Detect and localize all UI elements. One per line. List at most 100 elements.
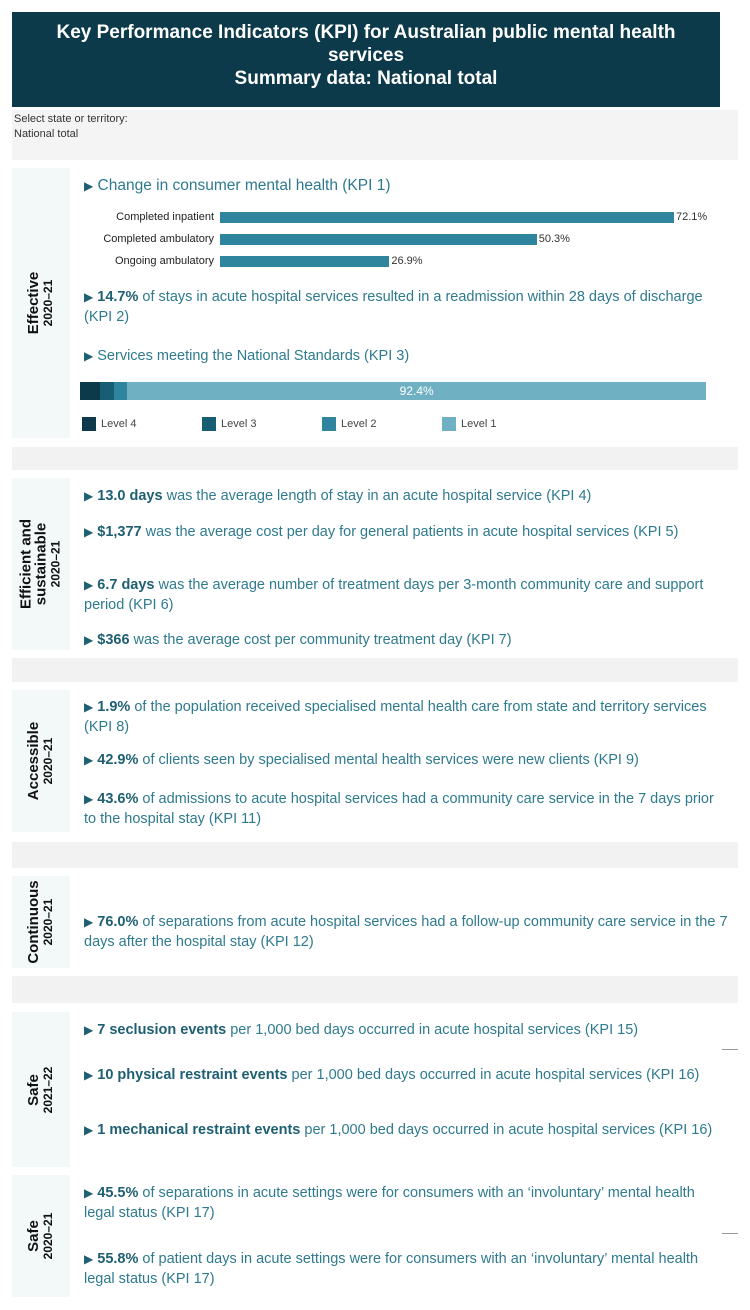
kpi-item: ▶ 42.9% of clients seen by specialised m… bbox=[84, 750, 724, 770]
legend-label: Level 1 bbox=[461, 417, 497, 430]
triangle-icon: ▶ bbox=[84, 1252, 94, 1266]
legend-item: Level 3 bbox=[202, 417, 256, 431]
kpi1-title: ▶ Change in consumer mental health (KPI … bbox=[84, 177, 391, 194]
divider bbox=[12, 447, 738, 470]
section-title: Safe bbox=[25, 1220, 42, 1252]
kpi-item: ▶ 55.8% of patient days in acute setting… bbox=[84, 1249, 724, 1289]
legend-swatch bbox=[442, 417, 456, 431]
section-year: 2020–21 bbox=[48, 540, 63, 588]
stacked-segment bbox=[80, 382, 101, 400]
kpi-item: ▶ 7 seclusion events per 1,000 bed days … bbox=[84, 1020, 724, 1040]
bar-label: Ongoing ambulatory bbox=[114, 255, 214, 267]
kpi-value: 76.0% bbox=[97, 914, 139, 930]
triangle-icon: ▶ bbox=[84, 1186, 94, 1200]
page-subtitle: Summary data: National total bbox=[234, 68, 498, 89]
section-year: 2020–21 bbox=[41, 1212, 55, 1260]
divider-tick bbox=[722, 1233, 738, 1234]
kpi-item: ▶ 6.7 days was the average number of tre… bbox=[84, 575, 724, 615]
triangle-icon: ▶ bbox=[84, 915, 94, 929]
legend-item: Level 4 bbox=[82, 417, 136, 431]
efficient-label: Efficient and sustainable 2020–21 bbox=[12, 478, 70, 650]
section-year: 2020–21 bbox=[41, 737, 55, 785]
kpi-value: 6.7 days bbox=[97, 577, 155, 593]
kpi-item: ▶ 10 physical restraint events per 1,000… bbox=[84, 1065, 724, 1085]
triangle-icon: ▶ bbox=[84, 290, 94, 304]
triangle-icon: ▶ bbox=[84, 525, 94, 539]
bar-value: 72.1% bbox=[676, 211, 708, 223]
triangle-icon: ▶ bbox=[84, 578, 94, 592]
bar-label: Completed inpatient bbox=[116, 211, 214, 223]
kpi-value: 43.6% bbox=[97, 791, 139, 807]
stacked-segment bbox=[113, 382, 127, 400]
kpi-description: per 1,000 bed days occurred in acute hos… bbox=[300, 1122, 713, 1138]
filter-value[interactable]: National total bbox=[14, 128, 79, 140]
section-year: 2020–21 bbox=[41, 279, 55, 327]
kpi-description: was the average cost per community treat… bbox=[129, 632, 512, 648]
continuous-label: Continuous 2020–21 bbox=[12, 876, 70, 968]
divider-tick bbox=[722, 1049, 738, 1050]
kpi-value: 1 mechanical restraint events bbox=[97, 1122, 301, 1138]
kpi-value: 10 physical restraint events bbox=[97, 1067, 288, 1083]
safe-2021-label: Safe 2021–22 bbox=[12, 1012, 70, 1167]
legend-label: Level 4 bbox=[101, 417, 137, 430]
kpi-description: was the average number of treatment days… bbox=[84, 577, 704, 613]
legend-swatch bbox=[322, 417, 336, 431]
bar bbox=[220, 234, 537, 245]
bar-label: Completed ambulatory bbox=[103, 233, 214, 245]
kpi-description: was the average length of stay in an acu… bbox=[162, 488, 592, 504]
section-title: Effective bbox=[25, 271, 42, 335]
legend-swatch bbox=[82, 417, 96, 431]
kpi-description: of clients seen by specialised mental he… bbox=[138, 752, 639, 768]
section-title: Continuous bbox=[25, 880, 42, 964]
kpi-value: $1,377 bbox=[97, 524, 142, 540]
kpi-value: 42.9% bbox=[97, 752, 139, 768]
kpi-item: ▶ 76.0% of separations from acute hospit… bbox=[84, 912, 744, 952]
legend-item: Level 2 bbox=[322, 417, 376, 431]
stacked-segment bbox=[100, 382, 114, 400]
triangle-icon: ▶ bbox=[84, 633, 94, 647]
triangle-icon: ▶ bbox=[84, 753, 94, 767]
kpi-description: of admissions to acute hospital services… bbox=[84, 791, 714, 827]
section-title: Efficient and sustainable bbox=[17, 519, 50, 610]
bar bbox=[220, 212, 674, 223]
page-header: Key Performance Indicators (KPI) for Aus… bbox=[12, 12, 720, 107]
bar-value: 26.9% bbox=[391, 255, 423, 267]
triangle-icon: ▶ bbox=[84, 700, 94, 714]
kpi-item: ▶ 1.9% of the population received specia… bbox=[84, 697, 724, 737]
triangle-icon: ▶ bbox=[84, 489, 94, 503]
kpi-description: of the population received specialised m… bbox=[84, 699, 707, 735]
kpi-value: 13.0 days bbox=[97, 488, 163, 504]
legend-item: Level 1 bbox=[442, 417, 496, 431]
kpi-item: ▶ $1,377 was the average cost per day fo… bbox=[84, 522, 724, 542]
kpi-value: 1.9% bbox=[97, 699, 131, 715]
accessible-label: Accessible 2020–21 bbox=[12, 690, 70, 832]
effective-label: Effective 2020–21 bbox=[12, 168, 70, 438]
divider bbox=[12, 842, 738, 868]
kpi3-title: ▶ Services meeting the National Standard… bbox=[84, 348, 410, 364]
kpi-description: per 1,000 bed days occurred in acute hos… bbox=[287, 1067, 700, 1083]
triangle-icon: ▶ bbox=[84, 792, 94, 806]
stacked-segment: 92.4% bbox=[127, 382, 707, 400]
kpi-value: 45.5% bbox=[97, 1185, 139, 1201]
triangle-icon: ▶ bbox=[84, 349, 94, 363]
safe-2020-label: Safe 2020–21 bbox=[12, 1175, 70, 1297]
triangle-icon: ▶ bbox=[84, 1023, 94, 1037]
bar bbox=[220, 256, 390, 267]
legend-swatch bbox=[202, 417, 216, 431]
divider bbox=[12, 658, 738, 682]
legend-label: Level 2 bbox=[341, 417, 377, 430]
kpi-description: per 1,000 bed days occurred in acute hos… bbox=[226, 1022, 639, 1038]
kpi-item: ▶ $366 was the average cost per communit… bbox=[84, 630, 724, 650]
state-filter[interactable]: Select state or territory: National tota… bbox=[12, 110, 738, 160]
kpi-description: of separations in acute settings were fo… bbox=[84, 1185, 695, 1221]
kpi-item: ▶ 45.5% of separations in acute settings… bbox=[84, 1183, 724, 1223]
filter-label: Select state or territory: bbox=[14, 113, 128, 125]
section-year: 2021–22 bbox=[41, 1066, 55, 1113]
kpi-description: was the average cost per day for general… bbox=[141, 524, 679, 540]
kpi-value: $366 bbox=[97, 632, 130, 648]
section-title: Accessible bbox=[25, 721, 42, 801]
section-year: 2020–21 bbox=[41, 898, 55, 946]
page-title: Key Performance Indicators (KPI) for Aus… bbox=[56, 22, 676, 66]
kpi-description: of patient days in acute settings were f… bbox=[84, 1251, 699, 1287]
kpi-value: 55.8% bbox=[97, 1251, 139, 1267]
